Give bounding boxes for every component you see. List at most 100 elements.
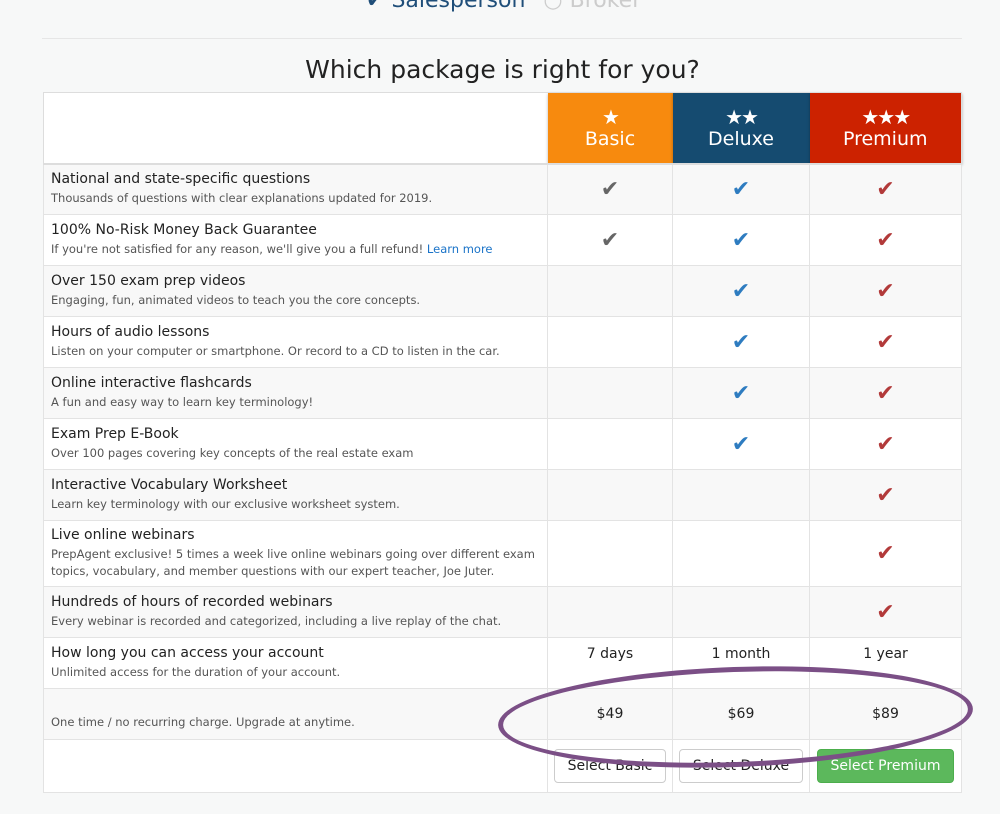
access-row: How long you can access your account Unli… (43, 637, 962, 689)
learn-more-link[interactable]: Learn more (426, 242, 493, 256)
feature-desc-text: Thousands of questions with clear explan… (51, 191, 433, 206)
feature-title: Over 150 exam prep videos (51, 273, 246, 289)
empty-cell (43, 739, 548, 793)
feature-check-cell (547, 367, 673, 419)
feature-title: Hundreds of hours of recorded webinars (51, 594, 333, 610)
feature-desc-text: A fun and easy way to learn key terminol… (51, 395, 314, 409)
feature-title: Hours of audio lessons (51, 324, 210, 340)
feature-desc: Listen on your computer or smartphone. O… (51, 343, 540, 360)
feature-check-cell (547, 316, 673, 368)
feature-check-cell (547, 469, 673, 521)
access-duration: 1 month (672, 637, 810, 689)
checkmark-icon: ✔︎ (876, 278, 895, 304)
feature-title: Live online webinars (51, 527, 195, 543)
stars-icon: ★ (602, 104, 620, 129)
feature-title: Interactive Vocabulary Worksheet (51, 477, 288, 493)
checkmark-icon: ✔︎ (600, 176, 620, 202)
feature-cell: Online interactive flashcards A fun and e… (43, 367, 548, 419)
feature-title: Online interactive flashcards (51, 375, 252, 391)
checkmark-icon: ✔︎ (731, 380, 751, 406)
select-deluxe-button[interactable]: Select Deluxe (678, 749, 804, 783)
price-row: One time / no recurring charge. Upgrade … (43, 688, 962, 740)
feature-desc: PrepAgent exclusive! 5 times a week live… (51, 546, 540, 580)
feature-row: Exam Prep E-Book Over 100 pages covering … (43, 418, 962, 470)
price-note-cell: One time / no recurring charge. Upgrade … (43, 688, 548, 740)
header-empty (43, 92, 548, 165)
feature-desc-text: Learn key terminology with our exclusive… (51, 497, 400, 511)
feature-row: Interactive Vocabulary Worksheet Learn ke… (43, 469, 962, 521)
feature-check-cell (547, 265, 673, 317)
radio-broker[interactable]: ○ Broker (543, 0, 641, 13)
feature-desc-text: Every webinar is recorded and categorize… (51, 614, 502, 628)
checkmark-icon: ✔︎ (876, 329, 895, 355)
package-name: Basic (584, 127, 636, 150)
feature-desc: Every webinar is recorded and categorize… (51, 613, 540, 630)
feature-cell: 100% No-Risk Money Back Guarantee If you'… (43, 214, 548, 266)
feature-check-cell (672, 520, 810, 587)
feature-desc-text: PrepAgent exclusive! 5 times a week live… (51, 547, 535, 578)
feature-check-cell: ✔︎ (809, 367, 962, 419)
feature-row: 100% No-Risk Money Back Guarantee If you'… (43, 214, 962, 266)
feature-check-cell: ✔︎ (672, 418, 810, 470)
stars-icon: ★★ (725, 104, 759, 129)
feature-desc: Thousands of questions with clear explan… (51, 190, 540, 207)
checkmark-icon: ✔︎ (876, 176, 895, 202)
feature-check-cell: ✔︎ (672, 265, 810, 317)
feature-check-cell (672, 469, 810, 521)
feature-check-cell: ✔︎ (672, 367, 810, 419)
package-header-basic: ★ Basic (547, 92, 673, 165)
select-premium-button[interactable]: Select Premium (816, 749, 955, 783)
feature-cell: National and state-specific questions Tho… (43, 163, 548, 215)
checkmark-icon: ✔︎ (731, 227, 751, 253)
feature-check-cell: ✔︎ (547, 214, 673, 266)
feature-desc-text: Engaging, fun, animated videos to teach … (51, 293, 421, 307)
feature-desc-text: If you're not satisfied for any reason, … (51, 242, 424, 256)
feature-check-cell: ✔︎ (672, 316, 810, 368)
radio-label: Salesperson (391, 0, 526, 13)
feature-cell: Exam Prep E-Book Over 100 pages covering … (43, 418, 548, 470)
feature-desc-text: Listen on your computer or smartphone. O… (51, 344, 500, 358)
feature-check-cell: ✔︎ (547, 163, 673, 215)
feature-cell: Live online webinars PrepAgent exclusive!… (43, 520, 548, 587)
select-cell: Select Premium (809, 739, 962, 793)
feature-title: National and state-specific questions (51, 171, 311, 188)
stars-icon: ★★★ (861, 104, 911, 129)
select-cell: Select Deluxe (672, 739, 810, 793)
package-header-premium: ★★★ Premium (809, 92, 962, 165)
feature-row: Online interactive flashcards A fun and e… (43, 367, 962, 419)
package-price: $69 (672, 688, 810, 740)
access-cell: How long you can access your account Unli… (43, 637, 548, 689)
feature-cell: Hundreds of hours of recorded webinars Ev… (43, 586, 548, 638)
select-basic-button[interactable]: Select Basic (553, 749, 667, 783)
feature-check-cell: ✔︎ (809, 469, 962, 521)
feature-check-cell (547, 586, 673, 638)
checkmark-icon: ✔︎ (876, 431, 895, 457)
feature-check-cell: ✔︎ (809, 265, 962, 317)
feature-row: Hours of audio lessons Listen on your com… (43, 316, 962, 368)
select-row: Select Basic Select Deluxe Select Premium (43, 739, 962, 793)
package-price: $89 (809, 688, 962, 740)
feature-check-cell: ✔︎ (809, 418, 962, 470)
checkmark-icon: ✔︎ (876, 227, 895, 253)
feature-row: National and state-specific questions Tho… (43, 163, 962, 215)
header-row: ★ Basic ★★ Deluxe ★★★ Premium (43, 92, 962, 165)
access-title: How long you can access your account (51, 645, 324, 661)
feature-check-cell (672, 586, 810, 638)
divider (42, 38, 962, 39)
feature-desc: If you're not satisfied for any reason, … (51, 241, 540, 258)
package-comparison-table: ★ Basic ★★ Deluxe ★★★ Premium National and … (43, 92, 962, 793)
feature-title: 100% No-Risk Money Back Guarantee (51, 222, 317, 238)
feature-check-cell: ✔︎ (672, 163, 810, 215)
feature-check-cell: ✔︎ (809, 586, 962, 638)
feature-cell: Over 150 exam prep videos Engaging, fun, … (43, 265, 548, 317)
package-name: Premium (842, 127, 928, 150)
access-duration: 1 year (809, 637, 962, 689)
feature-cell: Interactive Vocabulary Worksheet Learn ke… (43, 469, 548, 521)
page-title: Which package is right for you? (305, 55, 700, 84)
checkmark-icon: ✔︎ (876, 482, 895, 508)
feature-check-cell (547, 520, 673, 587)
feature-desc: Over 100 pages covering key concepts of … (51, 445, 540, 462)
feature-check-cell: ✔︎ (672, 214, 810, 266)
feature-title: Exam Prep E-Book (51, 426, 179, 442)
radio-salesperson[interactable]: ✔︎ Salesperson (366, 0, 525, 13)
